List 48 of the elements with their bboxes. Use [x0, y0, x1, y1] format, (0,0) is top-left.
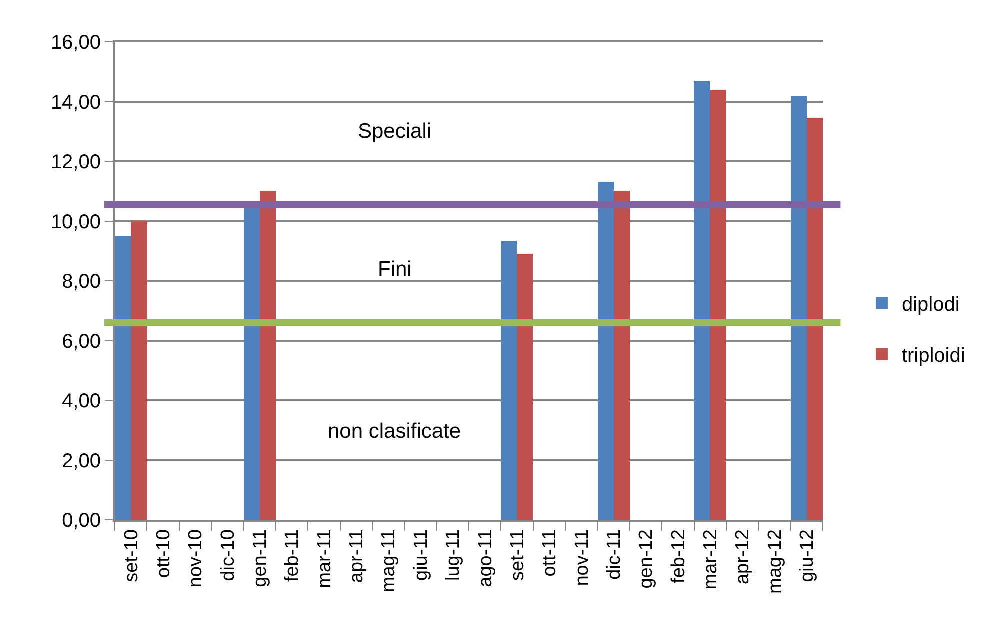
y-tick-label: 2,00	[62, 450, 101, 472]
x-tick-label: dic-11	[604, 530, 625, 580]
x-tick-label: feb-11	[282, 530, 304, 582]
annotation: Fini	[378, 258, 412, 281]
x-tick-label: ago-11	[475, 530, 496, 588]
bar	[260, 191, 276, 520]
x-tick-label: set-10	[121, 530, 142, 582]
x-tick-label: feb-12	[668, 530, 690, 584]
y-tick-label: 4,00	[62, 390, 101, 412]
x-tick-label: mag-11	[378, 530, 400, 593]
bar	[791, 96, 807, 520]
x-tick-label: giu-11	[410, 530, 432, 582]
y-tick-label: 14,00	[50, 92, 101, 114]
y-tick-label: 8,00	[62, 271, 101, 293]
bar	[710, 90, 726, 520]
bar	[598, 182, 614, 520]
x-tick-label: giu-12	[797, 530, 818, 582]
legend-label: triploidi	[902, 345, 966, 368]
y-tick-label: 6,00	[62, 330, 101, 353]
bar	[131, 221, 147, 520]
bar	[694, 81, 710, 520]
x-tick-label: nov-10	[186, 530, 207, 588]
x-tick-label: ott-10	[153, 530, 174, 578]
x-tick-label: gen-11	[250, 530, 271, 588]
annotation: Speciali	[358, 120, 432, 143]
x-tick-label: mar-12	[700, 530, 722, 590]
annotation: non clasificate	[328, 420, 462, 443]
y-tick-label: 10,00	[50, 211, 101, 234]
x-tick-label: ott-11	[540, 530, 561, 577]
legend-label: diplodi	[902, 294, 960, 316]
x-tick-label: apr-12	[732, 530, 754, 585]
x-tick-label: dic-10	[218, 530, 239, 582]
bar	[501, 241, 517, 520]
bar	[807, 118, 823, 520]
x-tick-label: nov-11	[572, 530, 593, 586]
bar	[244, 206, 260, 520]
bar	[517, 254, 533, 520]
x-tick-label: apr-11	[346, 530, 368, 584]
y-tick-label: 0,00	[62, 510, 101, 532]
x-tick-label: mar-11	[314, 530, 336, 588]
y-tick-label: 16,00	[50, 32, 101, 54]
y-tick-label: 12,00	[50, 152, 101, 174]
x-tick-label: lug-11	[443, 530, 464, 582]
bar	[115, 236, 131, 520]
bar	[614, 191, 630, 520]
x-tick-label: gen-12	[636, 530, 658, 589]
x-tick-label: set-11	[507, 530, 528, 582]
x-tick-label: mag-12	[764, 530, 786, 594]
